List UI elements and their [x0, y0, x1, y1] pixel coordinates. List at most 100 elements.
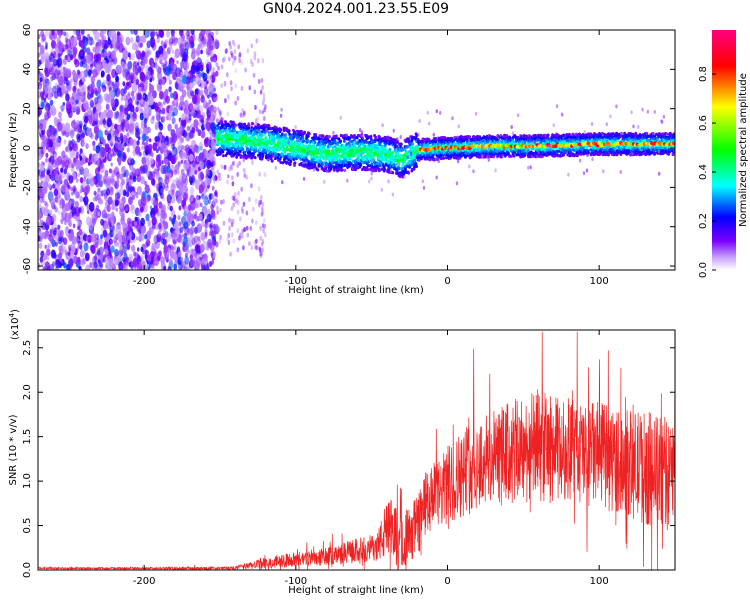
- spectrogram-noise-cell: [120, 95, 124, 101]
- spectrogram-noise-cell: [211, 131, 216, 139]
- spectrogram-noise-cell: [134, 207, 140, 217]
- spectrogram-noise-cell: [72, 46, 78, 55]
- spectrogram-noise-cell: [186, 125, 190, 132]
- spectrogram-noise-cell: [127, 104, 132, 112]
- spectrogram-noise-cell: [198, 72, 202, 78]
- spectrogram-noise-cell: [158, 222, 162, 230]
- spectrogram-noise-cell: [194, 170, 198, 175]
- spectrogram-noise-cell: [117, 150, 123, 159]
- spectrogram-noise-cell: [261, 58, 265, 64]
- spectrogram-noise-cell: [124, 100, 129, 107]
- spectrogram-signal-cell: [353, 134, 356, 138]
- spectrogram-noise-cell: [198, 91, 201, 96]
- spectrogram-noise-cell: [135, 194, 139, 199]
- spectrogram-noise-cell: [174, 233, 178, 238]
- spectrogram-noise-cell: [204, 227, 208, 233]
- spectrogram-noise-cell: [186, 83, 190, 91]
- spectrogram-noise-cell: [110, 162, 113, 167]
- spectrogram-noise-cell: [57, 155, 63, 166]
- spectrogram-noise-cell: [151, 63, 155, 68]
- spectrogram-noise-cell: [54, 116, 57, 121]
- spectrogram-noise-cell: [180, 256, 184, 262]
- spectrogram-noise-cell: [192, 94, 198, 105]
- spectrogram-noise-cell: [146, 171, 150, 177]
- spectrogram-noise-cell: [164, 231, 169, 238]
- spectrogram-noise-cell: [97, 59, 101, 65]
- spectrogram-signal-cell: [415, 164, 418, 169]
- spectrogram-noise-cell: [259, 89, 263, 95]
- spectrogram-noise-cell: [135, 92, 141, 101]
- spectrogram-noise-cell: [155, 135, 159, 142]
- spectrogram-signal-cell: [247, 122, 251, 126]
- spectrogram-noise-cell: [79, 155, 83, 161]
- spectrogram-noise-cell: [213, 57, 216, 63]
- spectrogram-noise-cell: [90, 244, 96, 254]
- spectrogram-noise-cell: [44, 30, 49, 37]
- spectrogram-noise-cell: [210, 203, 215, 211]
- spectrogram-noise-cell: [67, 258, 74, 269]
- spectrogram-noise-cell: [213, 44, 216, 50]
- spectrogram-noise-cell: [83, 186, 89, 196]
- spectrogram-noise-cell: [169, 105, 174, 112]
- spectrogram-noise-cell: [84, 115, 89, 124]
- spectrogram-noise-cell: [83, 167, 90, 178]
- spectrogram-noise-cell: [242, 168, 246, 173]
- spectrogram-noise-cell: [38, 109, 41, 118]
- spectrogram-noise-cell: [58, 75, 64, 86]
- spectrogram-noise-cell: [204, 233, 208, 239]
- spectrogram-noise-cell: [144, 184, 150, 194]
- spectrogram-noise-cell: [106, 188, 111, 196]
- spectrogram-noise-cell: [80, 70, 86, 81]
- spectrogram-noise-cell: [72, 150, 76, 157]
- spectrogram-noise-cell: [45, 244, 50, 252]
- spectrogram-noise-cell: [145, 197, 149, 203]
- spectrogram-noise-cell: [180, 159, 184, 164]
- spectrogram-noise-cell: [98, 179, 104, 188]
- spectrogram-noise-cell: [155, 111, 160, 119]
- spectrogram-noise-cell: [145, 50, 150, 58]
- spectrogram-noise-cell: [178, 105, 181, 111]
- spectrogram-signal-cell: [235, 130, 239, 134]
- spectrogram-noise-cell: [263, 217, 266, 223]
- spectrogram-noise-cell: [121, 178, 125, 186]
- spectrogram-noise-cell: [106, 117, 112, 128]
- spectrogram-noise-cell: [199, 171, 204, 179]
- spectrogram-signal-cell: [336, 141, 339, 145]
- spectrogram-noise-cell: [77, 100, 82, 108]
- spectrogram-noise-cell: [45, 45, 48, 50]
- spectrogram-signal-cell: [217, 141, 221, 145]
- spectrogram-signal-cell: [404, 168, 407, 172]
- spectrogram-noise-cell: [147, 254, 152, 262]
- spectrogram-noise-cell: [145, 70, 151, 80]
- spectrogram-noise-cell: [119, 173, 123, 180]
- spectrogram-noise-cell: [108, 30, 113, 38]
- spectrogram-noise-cell: [107, 244, 111, 249]
- spectrogram-noise-cell: [115, 64, 121, 74]
- spectrogram-noise-cell: [53, 188, 59, 197]
- spectrogram-noise-cell: [58, 252, 63, 260]
- spectrogram-noise-cell: [140, 246, 144, 252]
- spectrogram-noise-cell: [76, 178, 79, 183]
- spectrogram-noise-cell: [258, 171, 262, 177]
- spectrogram-noise-cell: [113, 236, 118, 244]
- spectrogram-noise-cell: [248, 85, 252, 91]
- spectrogram-noise-cell: [213, 229, 217, 235]
- spectrogram-noise-cell: [79, 249, 85, 258]
- spectrogram-noise-cell: [231, 60, 235, 66]
- spectrogram-noise-cell: [242, 201, 246, 207]
- spectrogram-noise-cell: [168, 86, 172, 93]
- spectrogram-noise-cell: [124, 169, 129, 178]
- spectrogram-noise-cell: [88, 221, 94, 231]
- spectrogram-noise-cell: [79, 50, 84, 57]
- spectrogram-signal-cell: [270, 159, 274, 163]
- spectrogram-noise-cell: [123, 252, 128, 260]
- spectrogram-noise-cell: [122, 81, 126, 87]
- spectrogram-noise-cell: [170, 183, 176, 193]
- spectrogram-noise-cell: [172, 239, 176, 245]
- spectrogram-noise-cell: [78, 40, 83, 47]
- spectrogram-noise-cell: [188, 30, 191, 35]
- spectrogram-noise-cell: [70, 199, 75, 205]
- spectrogram-noise-cell: [210, 108, 214, 114]
- spectrogram-noise-cell: [254, 104, 257, 110]
- spectrogram-noise-cell: [206, 136, 209, 142]
